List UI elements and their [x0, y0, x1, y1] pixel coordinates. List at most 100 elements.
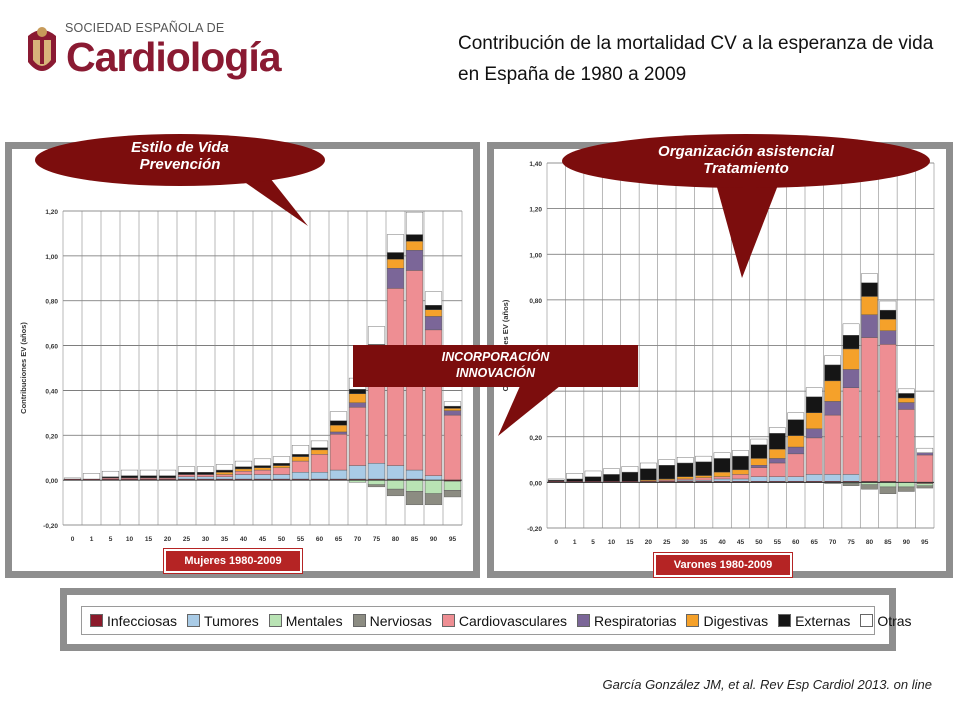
tag-women: Mujeres 1980-2009	[164, 549, 302, 573]
bar-segment-externas	[120, 475, 139, 479]
bar-segment-digestivas	[769, 449, 786, 459]
legend-swatch	[268, 614, 282, 627]
bar-segment-otras	[879, 300, 897, 311]
bar-segment-externas	[443, 405, 462, 409]
slide-title: Contribución de la mortalidad CV a la es…	[458, 33, 934, 85]
legend-swatch	[352, 614, 366, 627]
bar-segment-externas	[676, 462, 694, 477]
bar-segment-otras	[101, 470, 120, 477]
bar-segment-externas	[695, 461, 712, 476]
bar-segment-tumores	[842, 474, 860, 482]
bar-segment-digestivas	[405, 241, 424, 251]
bar-segment-otras	[329, 411, 348, 421]
bar-segment-tumores	[824, 474, 841, 482]
bar-segment-otras	[253, 458, 272, 466]
y-axis-label: Contribuciones EV (años)	[19, 322, 28, 414]
legend-label: Nerviosas	[369, 612, 432, 629]
y-tick-label: 0,80	[529, 298, 542, 305]
bar-segment-respiratorias	[405, 250, 424, 271]
x-tick-label: 45	[259, 536, 267, 543]
x-tick-label: 5	[591, 539, 595, 546]
bar-segment-tumores	[234, 474, 253, 480]
bar-segment-tumores	[405, 469, 424, 480]
bar-segment-tumores	[196, 476, 215, 480]
citation: García González JM, et al. Rev Esp Cardi…	[602, 677, 933, 692]
banner-innovation-line2: INNOVACIÓN	[456, 366, 535, 380]
bar-segment-otras	[424, 291, 443, 306]
x-tick-label: 90	[430, 536, 438, 543]
bar-segment-externas	[348, 389, 367, 394]
x-tick-label: 40	[718, 539, 726, 546]
bar-segment-otras	[584, 470, 602, 477]
x-tick-label: 25	[183, 536, 191, 543]
bubble-care-line1: Organización asistencial	[658, 143, 834, 160]
bar-segment-otras	[386, 234, 405, 253]
bar-segment-cardiovasculares	[291, 460, 310, 473]
legend-swatch	[441, 614, 455, 627]
bar-segment-nerviosas	[424, 493, 443, 506]
bar-segment-tumores	[713, 478, 731, 482]
legend-item-otras: Otras	[860, 613, 912, 629]
bar-segment-otras	[769, 427, 786, 434]
x-tick-label: 95	[921, 539, 929, 546]
bar-segment-digestivas	[348, 393, 367, 403]
bar-segment-nerviosas	[861, 484, 878, 490]
x-tick-label: 70	[829, 539, 837, 546]
bar-segment-otras	[787, 412, 805, 420]
bar-segment-mentales	[386, 479, 405, 490]
legend-item-cardiovasculares: Cardiovasculares	[441, 613, 567, 629]
bar-segment-tumores	[215, 476, 234, 480]
bar-segment-respiratorias	[916, 452, 934, 456]
bar-segment-cardiovasculares	[879, 344, 897, 482]
legend-swatch	[187, 614, 201, 627]
bar-segment-respiratorias	[329, 431, 348, 435]
bar-segment-digestivas	[879, 319, 897, 331]
bar-segment-cardiovasculares	[177, 474, 196, 477]
bar-segment-respiratorias	[386, 267, 405, 289]
bar-segment-otras	[158, 469, 177, 476]
bar-segment-tumores	[253, 474, 272, 480]
bar-segment-otras	[916, 447, 934, 453]
x-tick-label: 65	[335, 536, 343, 543]
bar-segment-nerviosas	[443, 490, 462, 498]
legend-item-mentales: Mentales	[268, 613, 343, 629]
bar-segment-externas	[310, 447, 329, 451]
x-tick-label: 95	[449, 536, 457, 543]
bar-segment-digestivas	[898, 397, 915, 403]
x-tick-label: 55	[297, 536, 305, 543]
y-tick-label: 0,20	[529, 435, 542, 442]
x-tick-label: 60	[316, 536, 324, 543]
x-tick-label: 1	[573, 539, 577, 546]
legend: Infecciosas Tumores Mentales Nerviosas Cardi…	[81, 606, 912, 635]
bar-segment-cardiovasculares	[234, 470, 253, 475]
bar-segment-otras	[291, 445, 310, 455]
bar-segment-mentales	[424, 479, 443, 494]
legend-label: Externas	[795, 612, 851, 629]
bar-segment-respiratorias	[824, 401, 841, 416]
bar-segment-externas	[139, 475, 158, 479]
bar-segment-externas	[215, 469, 234, 473]
bar-segment-respiratorias	[787, 446, 805, 455]
banner-innovation-line1: INCORPORACIÓN	[441, 350, 550, 364]
bar-segment-externas	[253, 465, 272, 469]
bar-segment-cardiovasculares	[898, 409, 915, 483]
x-tick-label: 50	[755, 539, 763, 546]
bar-segment-digestivas	[750, 458, 768, 466]
bar-segment-externas	[713, 458, 731, 473]
banner-innovation: INCORPORACIÓN INNOVACIÓN	[353, 345, 638, 387]
x-tick-label: 5	[109, 536, 113, 543]
x-tick-label: 50	[278, 536, 286, 543]
bar-segment-externas	[566, 478, 583, 482]
bar-segment-digestivas	[272, 465, 291, 469]
bar-segment-respiratorias	[879, 330, 897, 345]
logo-wordmark: Cardiología	[66, 34, 282, 80]
bar-segment-otras	[566, 473, 583, 480]
legend-swatch	[577, 614, 590, 627]
bar-segment-otras	[272, 456, 291, 464]
y-tick-label: 1,00	[45, 254, 58, 261]
x-tick-label: 35	[221, 536, 229, 543]
y-tick-label: 0,00	[529, 480, 542, 487]
bubble-lifestyle-line2: Prevención	[139, 156, 221, 173]
bubble-care-line2: Tratamiento	[703, 160, 789, 177]
bar-segment-tumores	[750, 476, 768, 482]
